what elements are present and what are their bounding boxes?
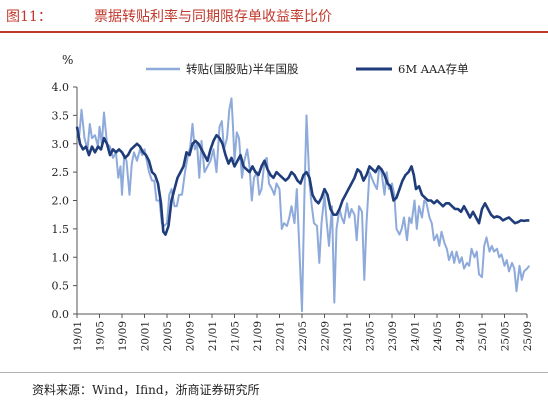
x-tick-label: 22/05 bbox=[297, 321, 309, 351]
x-tick-label: 21/05 bbox=[230, 321, 242, 351]
y-tick-label: 2.0 bbox=[52, 195, 70, 208]
x-tick-label: 25/01 bbox=[477, 321, 489, 351]
x-tick-label: 24/05 bbox=[432, 321, 444, 351]
axes-layer: 4.0 3.5 3.0 2.5 2.0 1.5 1.0 0.5 0.019/01 19/05 19/… bbox=[52, 81, 535, 351]
series-layer bbox=[75, 97, 531, 313]
source-note: 资料来源：Wind，Ifind，浙商证券研究所 bbox=[32, 383, 260, 397]
x-tick-label: 23/09 bbox=[387, 321, 399, 351]
x-tick-label: 22/09 bbox=[320, 321, 332, 351]
y-tick-label: 1.5 bbox=[52, 223, 70, 236]
y-tick-label: 3.5 bbox=[52, 109, 70, 122]
x-tick-label: 23/01 bbox=[342, 321, 354, 351]
x-tick-label: 21/09 bbox=[252, 321, 264, 351]
x-tick-label: 19/01 bbox=[72, 321, 84, 351]
y-tick-label: 2.5 bbox=[52, 166, 70, 179]
legend: 转贴(国股贴)半年国股 6M AAA存单 bbox=[146, 62, 469, 76]
x-tick-label: 21/01 bbox=[207, 321, 219, 351]
footer-divider bbox=[0, 372, 548, 373]
series-line-cd-yield bbox=[75, 126, 530, 236]
y-tick-label: 1.0 bbox=[52, 251, 70, 264]
legend-item-discount-rate: 转贴(国股贴)半年国股 bbox=[186, 62, 299, 76]
series-line-discount-rate bbox=[76, 97, 531, 313]
x-tick-label: 22/01 bbox=[275, 321, 287, 351]
figure-title: 票据转贴利率与同期限存单收益率比价 bbox=[94, 9, 332, 25]
legend-item-cd-yield: 6M AAA存单 bbox=[398, 62, 469, 76]
y-tick-label: 0.5 bbox=[52, 280, 70, 293]
figure-header: 图11： 票据转贴利率与同期限存单收益率比价 bbox=[0, 0, 548, 30]
x-tick-label: 24/01 bbox=[410, 321, 422, 351]
y-axis-unit-label: % bbox=[62, 53, 73, 67]
x-tick-label: 20/01 bbox=[140, 321, 152, 351]
x-tick-label: 19/05 bbox=[95, 321, 107, 351]
figure-label: 图11： bbox=[6, 9, 52, 25]
x-tick-label: 25/05 bbox=[500, 321, 512, 351]
header-divider bbox=[0, 31, 548, 33]
chart-container: 4.0 3.5 3.0 2.5 2.0 1.5 1.0 0.5 0.0 19/01 19/05 19/… bbox=[0, 36, 548, 362]
x-tick-label: 20/09 bbox=[185, 321, 197, 351]
y-tick-label: 4.0 bbox=[52, 81, 70, 94]
x-tick-label: 19/09 bbox=[117, 321, 129, 351]
x-tick-label: 25/09 bbox=[522, 321, 534, 351]
x-tick-label: 24/09 bbox=[455, 321, 467, 351]
x-tick-label: 23/05 bbox=[365, 321, 377, 351]
y-tick-label: 3.0 bbox=[52, 138, 70, 151]
x-tick-label: 20/05 bbox=[162, 321, 174, 351]
chart-svg: 4.0 3.5 3.0 2.5 2.0 1.5 1.0 0.5 0.019/01 19/05 19/… bbox=[52, 53, 535, 351]
y-tick-label: 0.0 bbox=[52, 308, 70, 321]
